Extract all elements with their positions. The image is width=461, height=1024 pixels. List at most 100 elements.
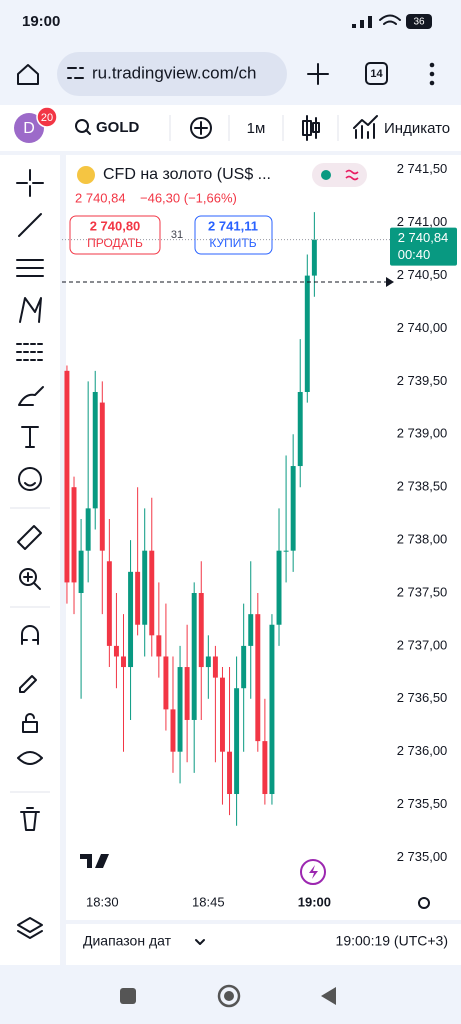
candle-body	[234, 688, 240, 795]
y-tick-label: 2 739,50	[397, 373, 448, 388]
candle-body	[191, 593, 197, 720]
trend-line-tool[interactable]	[18, 213, 42, 237]
magnet-tool[interactable]	[21, 625, 39, 645]
y-tick-label: 2 740,50	[397, 267, 448, 282]
candle-body	[163, 656, 169, 710]
avatar-letter[interactable]: D	[23, 120, 35, 137]
settings-button[interactable]	[418, 897, 430, 909]
y-tick-label: 2 737,00	[397, 637, 448, 652]
legend-title: CFD на золото (US$ ...	[103, 166, 271, 183]
indicators[interactable]: Индикато	[384, 120, 450, 137]
crosshair-tool[interactable]	[16, 169, 44, 197]
market-status[interactable]	[312, 163, 367, 187]
layers-button[interactable]	[17, 917, 43, 939]
zoom-tool[interactable]	[19, 568, 37, 586]
tabs-button[interactable]	[365, 62, 388, 85]
site-settings-icon[interactable]	[67, 67, 84, 79]
candle-body	[262, 741, 268, 795]
delete-tool[interactable]	[20, 807, 40, 831]
candle-body	[297, 391, 303, 467]
battery	[406, 14, 432, 29]
last-price-label: 2 740,84	[398, 230, 449, 245]
candle-body	[248, 614, 254, 646]
tabs-count[interactable]: 14	[370, 68, 383, 80]
candle-body	[149, 550, 155, 636]
home-nav-button[interactable]	[217, 984, 241, 1008]
candle-body	[212, 656, 218, 678]
badge-count: 20	[41, 112, 53, 124]
recents-button[interactable]	[120, 988, 136, 1004]
lock-tool[interactable]	[22, 713, 38, 733]
buy-label[interactable]: КУПИТЬ	[209, 236, 256, 250]
lock-drawing-tool[interactable]	[19, 675, 37, 693]
back-button[interactable]	[321, 987, 336, 1005]
url-bar[interactable]	[57, 52, 287, 96]
home-button[interactable]	[17, 64, 39, 85]
candle-body	[64, 370, 70, 583]
date-range[interactable]: Диапазон дат	[83, 933, 172, 949]
candle-body	[142, 550, 148, 625]
signal-icon	[352, 16, 372, 28]
tv-logo	[80, 854, 109, 868]
candle-body	[198, 593, 204, 668]
candle-body	[290, 466, 296, 551]
candle-body	[85, 508, 91, 551]
text-tool[interactable]	[21, 426, 39, 448]
chart-type-button[interactable]	[302, 115, 320, 141]
status-time: 19:00	[22, 13, 60, 30]
wifi-icon	[379, 14, 401, 25]
lightning-icon	[309, 865, 318, 879]
interval[interactable]: 1м	[247, 120, 266, 137]
new-tab-button[interactable]	[307, 63, 329, 85]
buy-price[interactable]: 2 741,11	[208, 218, 258, 233]
projection-tool[interactable]	[16, 343, 44, 361]
ruler-tool[interactable]	[17, 525, 42, 550]
date-range-chevron	[195, 939, 205, 945]
notification-badge	[36, 106, 58, 128]
candle-body	[121, 656, 126, 668]
search-icon-handle	[85, 129, 91, 135]
icon-tool[interactable]	[18, 467, 42, 491]
pattern-tool[interactable]	[19, 297, 42, 323]
candle-body	[184, 667, 190, 720]
candle-body	[106, 561, 112, 646]
y-tick-label: 2 735,50	[397, 796, 448, 811]
search-icon[interactable]	[75, 119, 89, 133]
candle-body	[255, 614, 261, 742]
footer-bar	[66, 924, 461, 965]
buy-button[interactable]	[194, 215, 273, 255]
y-tick-label: 2 735,00	[397, 849, 448, 864]
brush-tool[interactable]	[18, 386, 44, 406]
candle-body	[241, 645, 247, 689]
avatar[interactable]	[14, 113, 44, 143]
candle-body	[304, 275, 310, 392]
indicators-icon[interactable]	[353, 115, 378, 139]
delayed-icon	[345, 169, 359, 181]
sell-button[interactable]	[69, 215, 161, 255]
y-tick-label: 2 736,50	[397, 690, 448, 705]
menu-button[interactable]	[429, 62, 435, 86]
icon-tool-smile	[24, 482, 36, 487]
home-nav-dot	[224, 991, 234, 1001]
dashed-line-arrow	[386, 276, 394, 287]
y-tick-label: 2 738,50	[397, 479, 448, 494]
y-tick-label: 2 736,00	[397, 743, 448, 758]
countdown: 00:40	[398, 247, 431, 262]
x-tick-label: 18:45	[192, 894, 225, 909]
visibility-tool[interactable]	[17, 751, 43, 765]
sell-price[interactable]: 2 740,80	[90, 218, 141, 233]
candle-body	[219, 677, 225, 752]
candle-body	[170, 709, 176, 752]
compare-button[interactable]	[190, 117, 212, 139]
chart: 2 741,50 2 741,00 2 740,50 2 740,00 2 739,50…	[62, 161, 457, 909]
symbol[interactable]: GOLD	[96, 119, 139, 136]
candle-body	[227, 751, 233, 795]
legend-change: −46,30 (−1,66%)	[140, 190, 237, 205]
candle-body	[276, 550, 282, 625]
clock: 19:00:19 (UTC+3)	[336, 933, 448, 949]
sell-label[interactable]: ПРОДАТЬ	[87, 236, 143, 250]
fib-tool[interactable]	[16, 259, 44, 277]
url[interactable]: ru.tradingview.com/ch	[92, 63, 256, 82]
